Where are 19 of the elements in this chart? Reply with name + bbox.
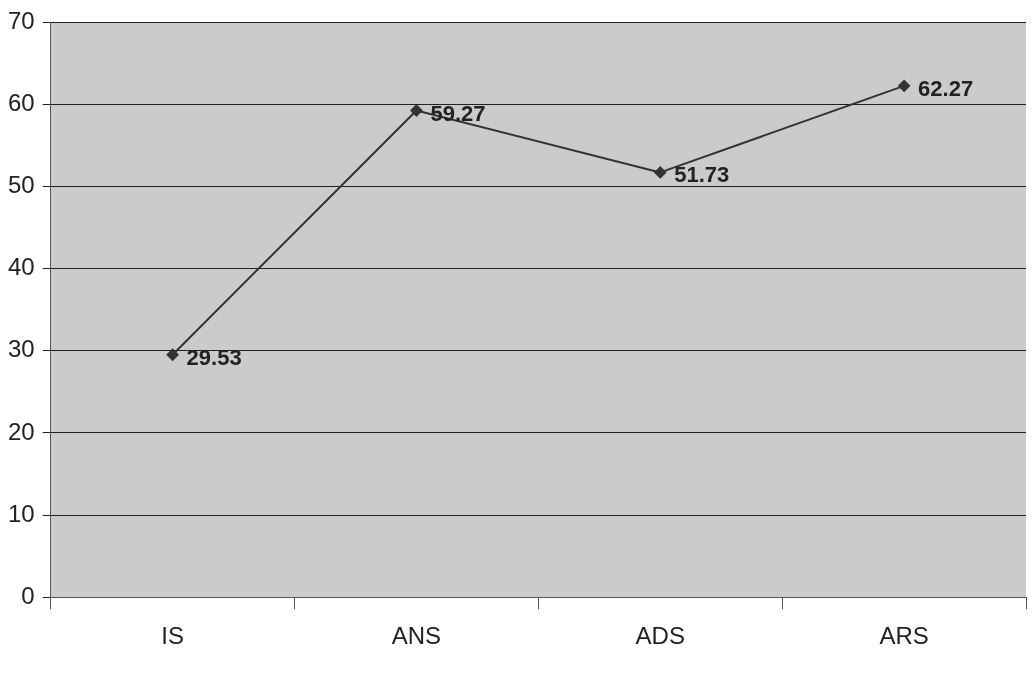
y-tick-label: 10: [7, 499, 35, 527]
point: [898, 79, 911, 92]
x-tick-label: ANS: [391, 622, 442, 650]
data-label: 59.27: [430, 100, 486, 126]
y-tick-label: 40: [7, 253, 35, 281]
y-tick-label: 0: [21, 581, 35, 609]
y-tick-label: 60: [7, 89, 35, 117]
x-tick-label: ARS: [879, 622, 929, 650]
point: [410, 104, 423, 117]
x-tick-label: IS: [161, 622, 184, 650]
y-tick-label: 50: [7, 171, 35, 199]
data-label: 51.73: [674, 162, 730, 188]
point: [166, 348, 179, 361]
y-tick-label: 30: [7, 335, 35, 363]
y-tick-label: 70: [7, 7, 35, 35]
point: [654, 166, 667, 179]
data-label: 62.27: [918, 75, 974, 101]
y-tick-label: 20: [7, 417, 35, 445]
x-tick-label: ADS: [635, 622, 685, 650]
